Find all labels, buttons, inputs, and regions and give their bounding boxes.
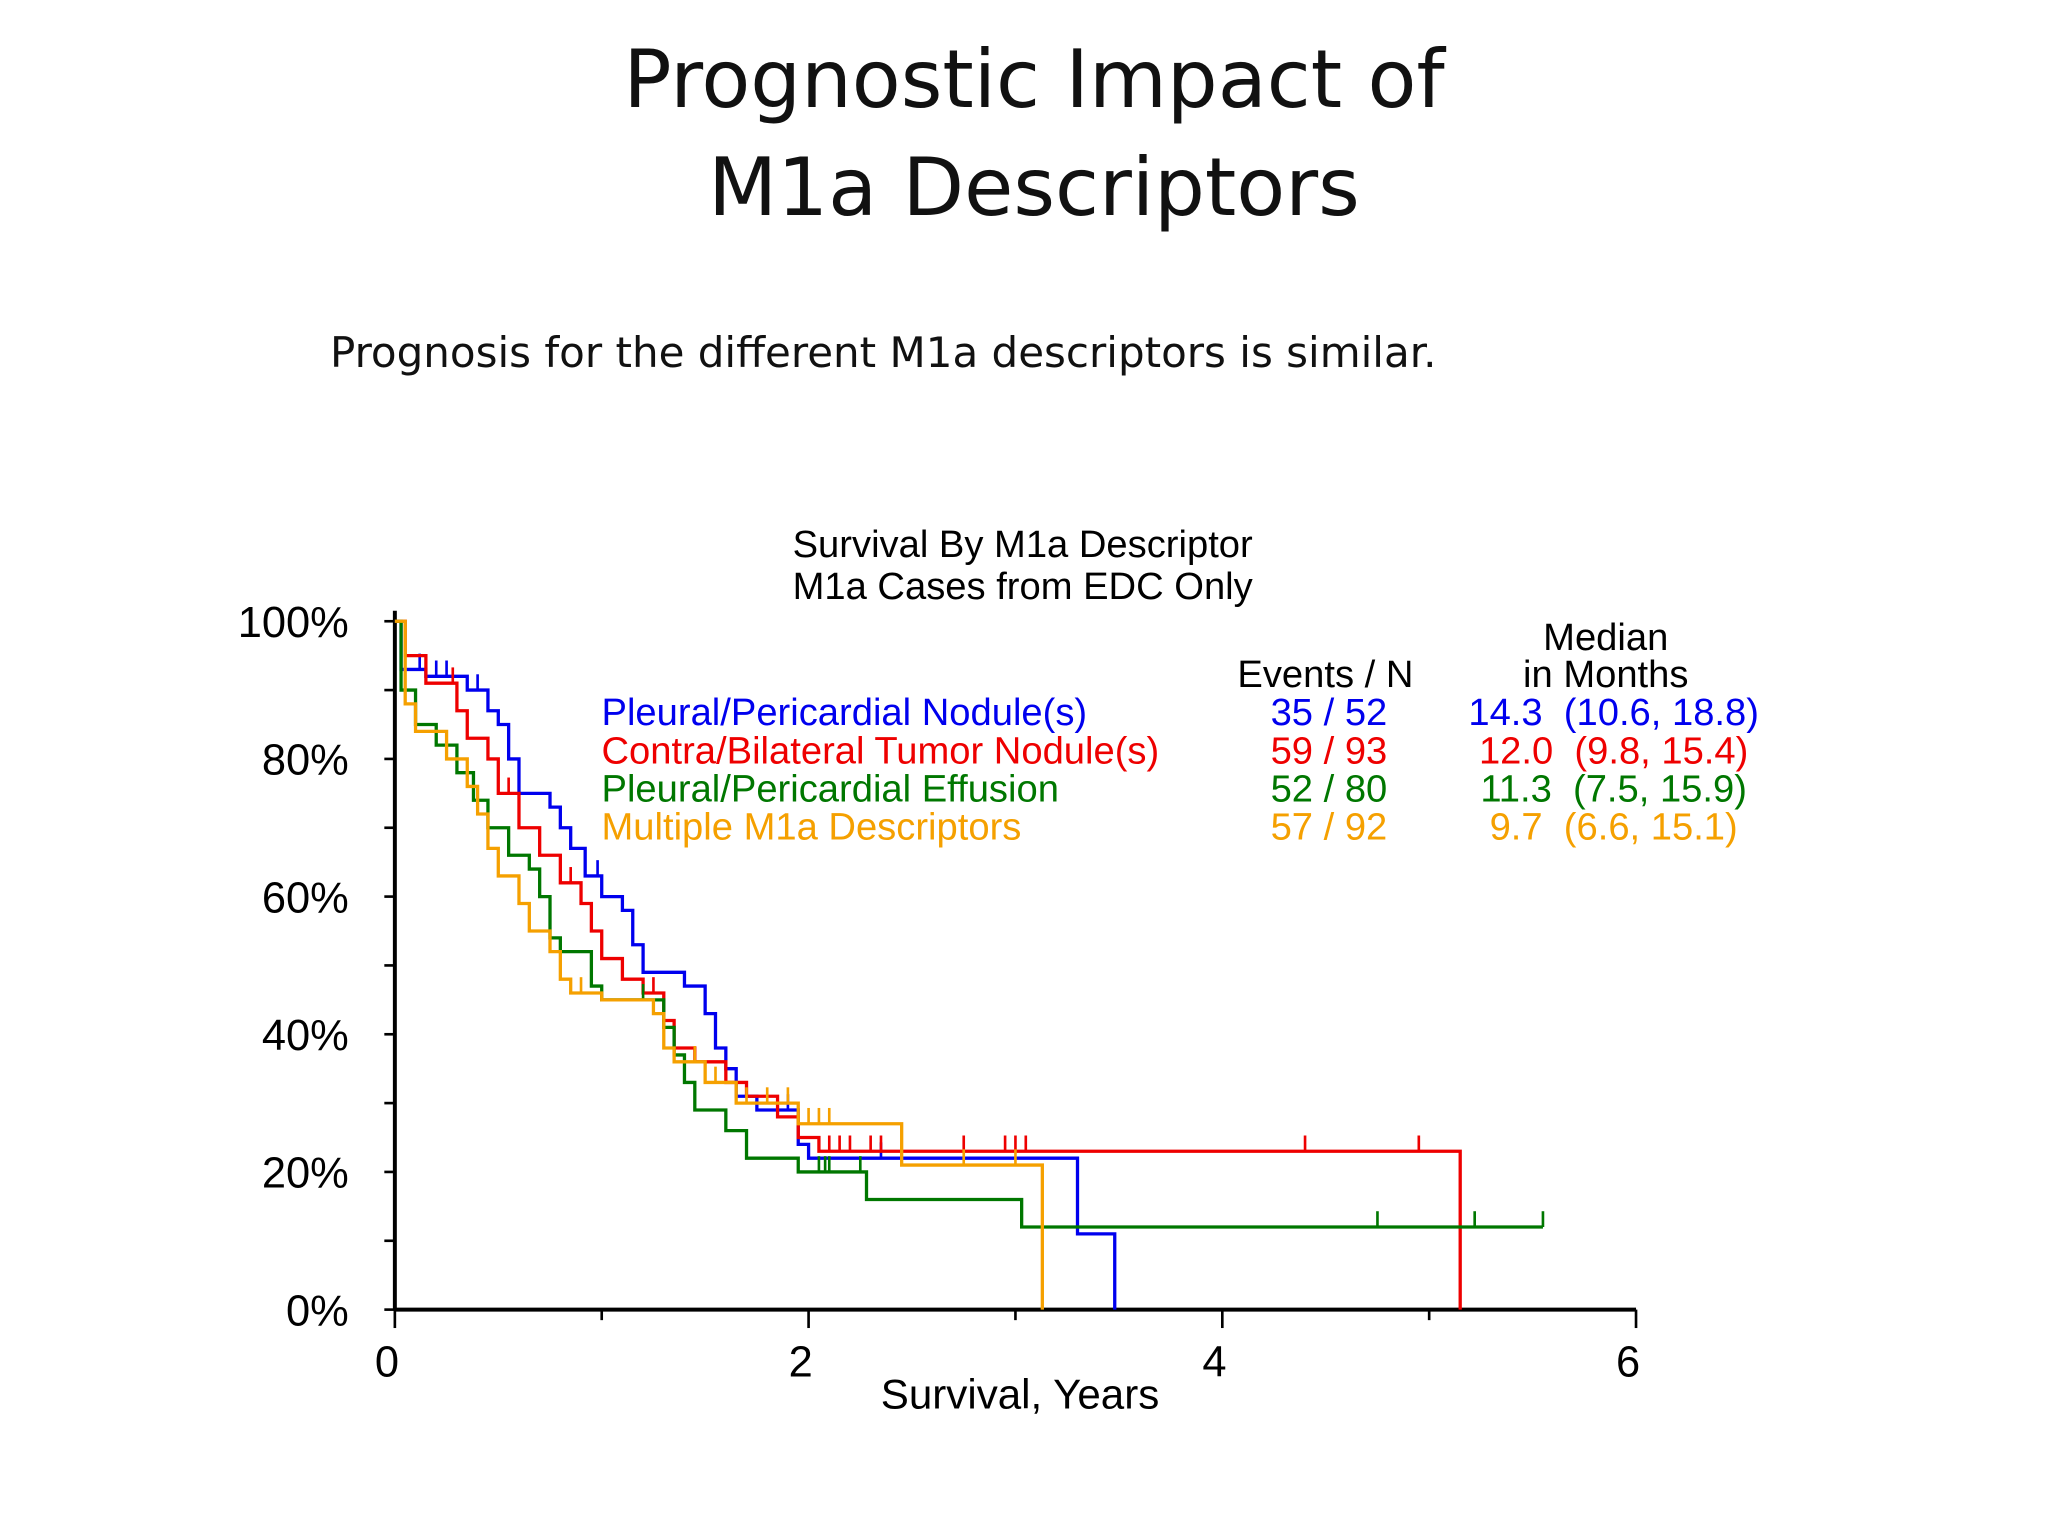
series-line-1 [394,619,1462,1310]
legend-series-name: Pleural/Pericardial Effusion [602,768,1059,811]
legend-median: 11.3 (7.5, 15.9) [1480,768,1747,811]
legend-series-name: Multiple M1a Descriptors [602,806,1022,849]
legend-median: 9.7 (6.6, 15.1) [1490,806,1738,849]
legend-median: 12.0 (9.8, 15.4) [1479,729,1748,772]
axes: 0% 20% 40% 60% 80% 100% 0 2 4 6 [238,599,1640,1387]
x-tick-label: 6 [1616,1339,1640,1387]
legend: Events / N Median in Months Pleural/Peri… [602,616,1759,849]
x-tick-label: 0 [375,1339,399,1387]
y-tick-label: 40% [262,1012,349,1060]
legend-median: 14.3 (10.6, 18.8) [1468,691,1759,734]
y-tick-label: 20% [262,1150,349,1198]
y-tick-label: 0% [286,1287,349,1335]
legend-events-n: 57 / 92 [1271,806,1388,849]
legend-series-name: Pleural/Pericardial Nodule(s) [602,691,1088,734]
slide-subtitle: Prognosis for the different M1a descript… [330,328,1437,377]
legend-series-name: Contra/Bilateral Tumor Nodule(s) [602,729,1160,772]
x-axis-label: Survival, Years [881,1370,1160,1417]
series-line-3 [394,619,1044,1310]
y-tick-label: 60% [262,874,349,922]
legend-events-n: 35 / 52 [1271,691,1388,734]
survival-curves [394,619,1545,1310]
chart-subtitle: M1a Cases from EDC Only [793,565,1253,608]
y-tick-label: 100% [238,599,349,647]
slide-title-line1: Prognostic Impact of [623,33,1445,126]
slide-title-line2: M1a Descriptors [708,141,1360,234]
legend-events-n: 59 / 93 [1271,729,1388,772]
y-tick-label: 80% [262,737,349,785]
legend-header-months: in Months [1523,653,1688,696]
chart-title: Survival By M1a Descriptor [793,523,1253,566]
x-tick-label: 4 [1202,1339,1226,1387]
legend-events-n: 52 / 80 [1271,768,1388,811]
legend-header-median: Median [1543,616,1668,659]
legend-header-events: Events / N [1237,653,1413,696]
series-line-0 [394,619,1117,1310]
x-tick-label: 2 [789,1339,813,1387]
